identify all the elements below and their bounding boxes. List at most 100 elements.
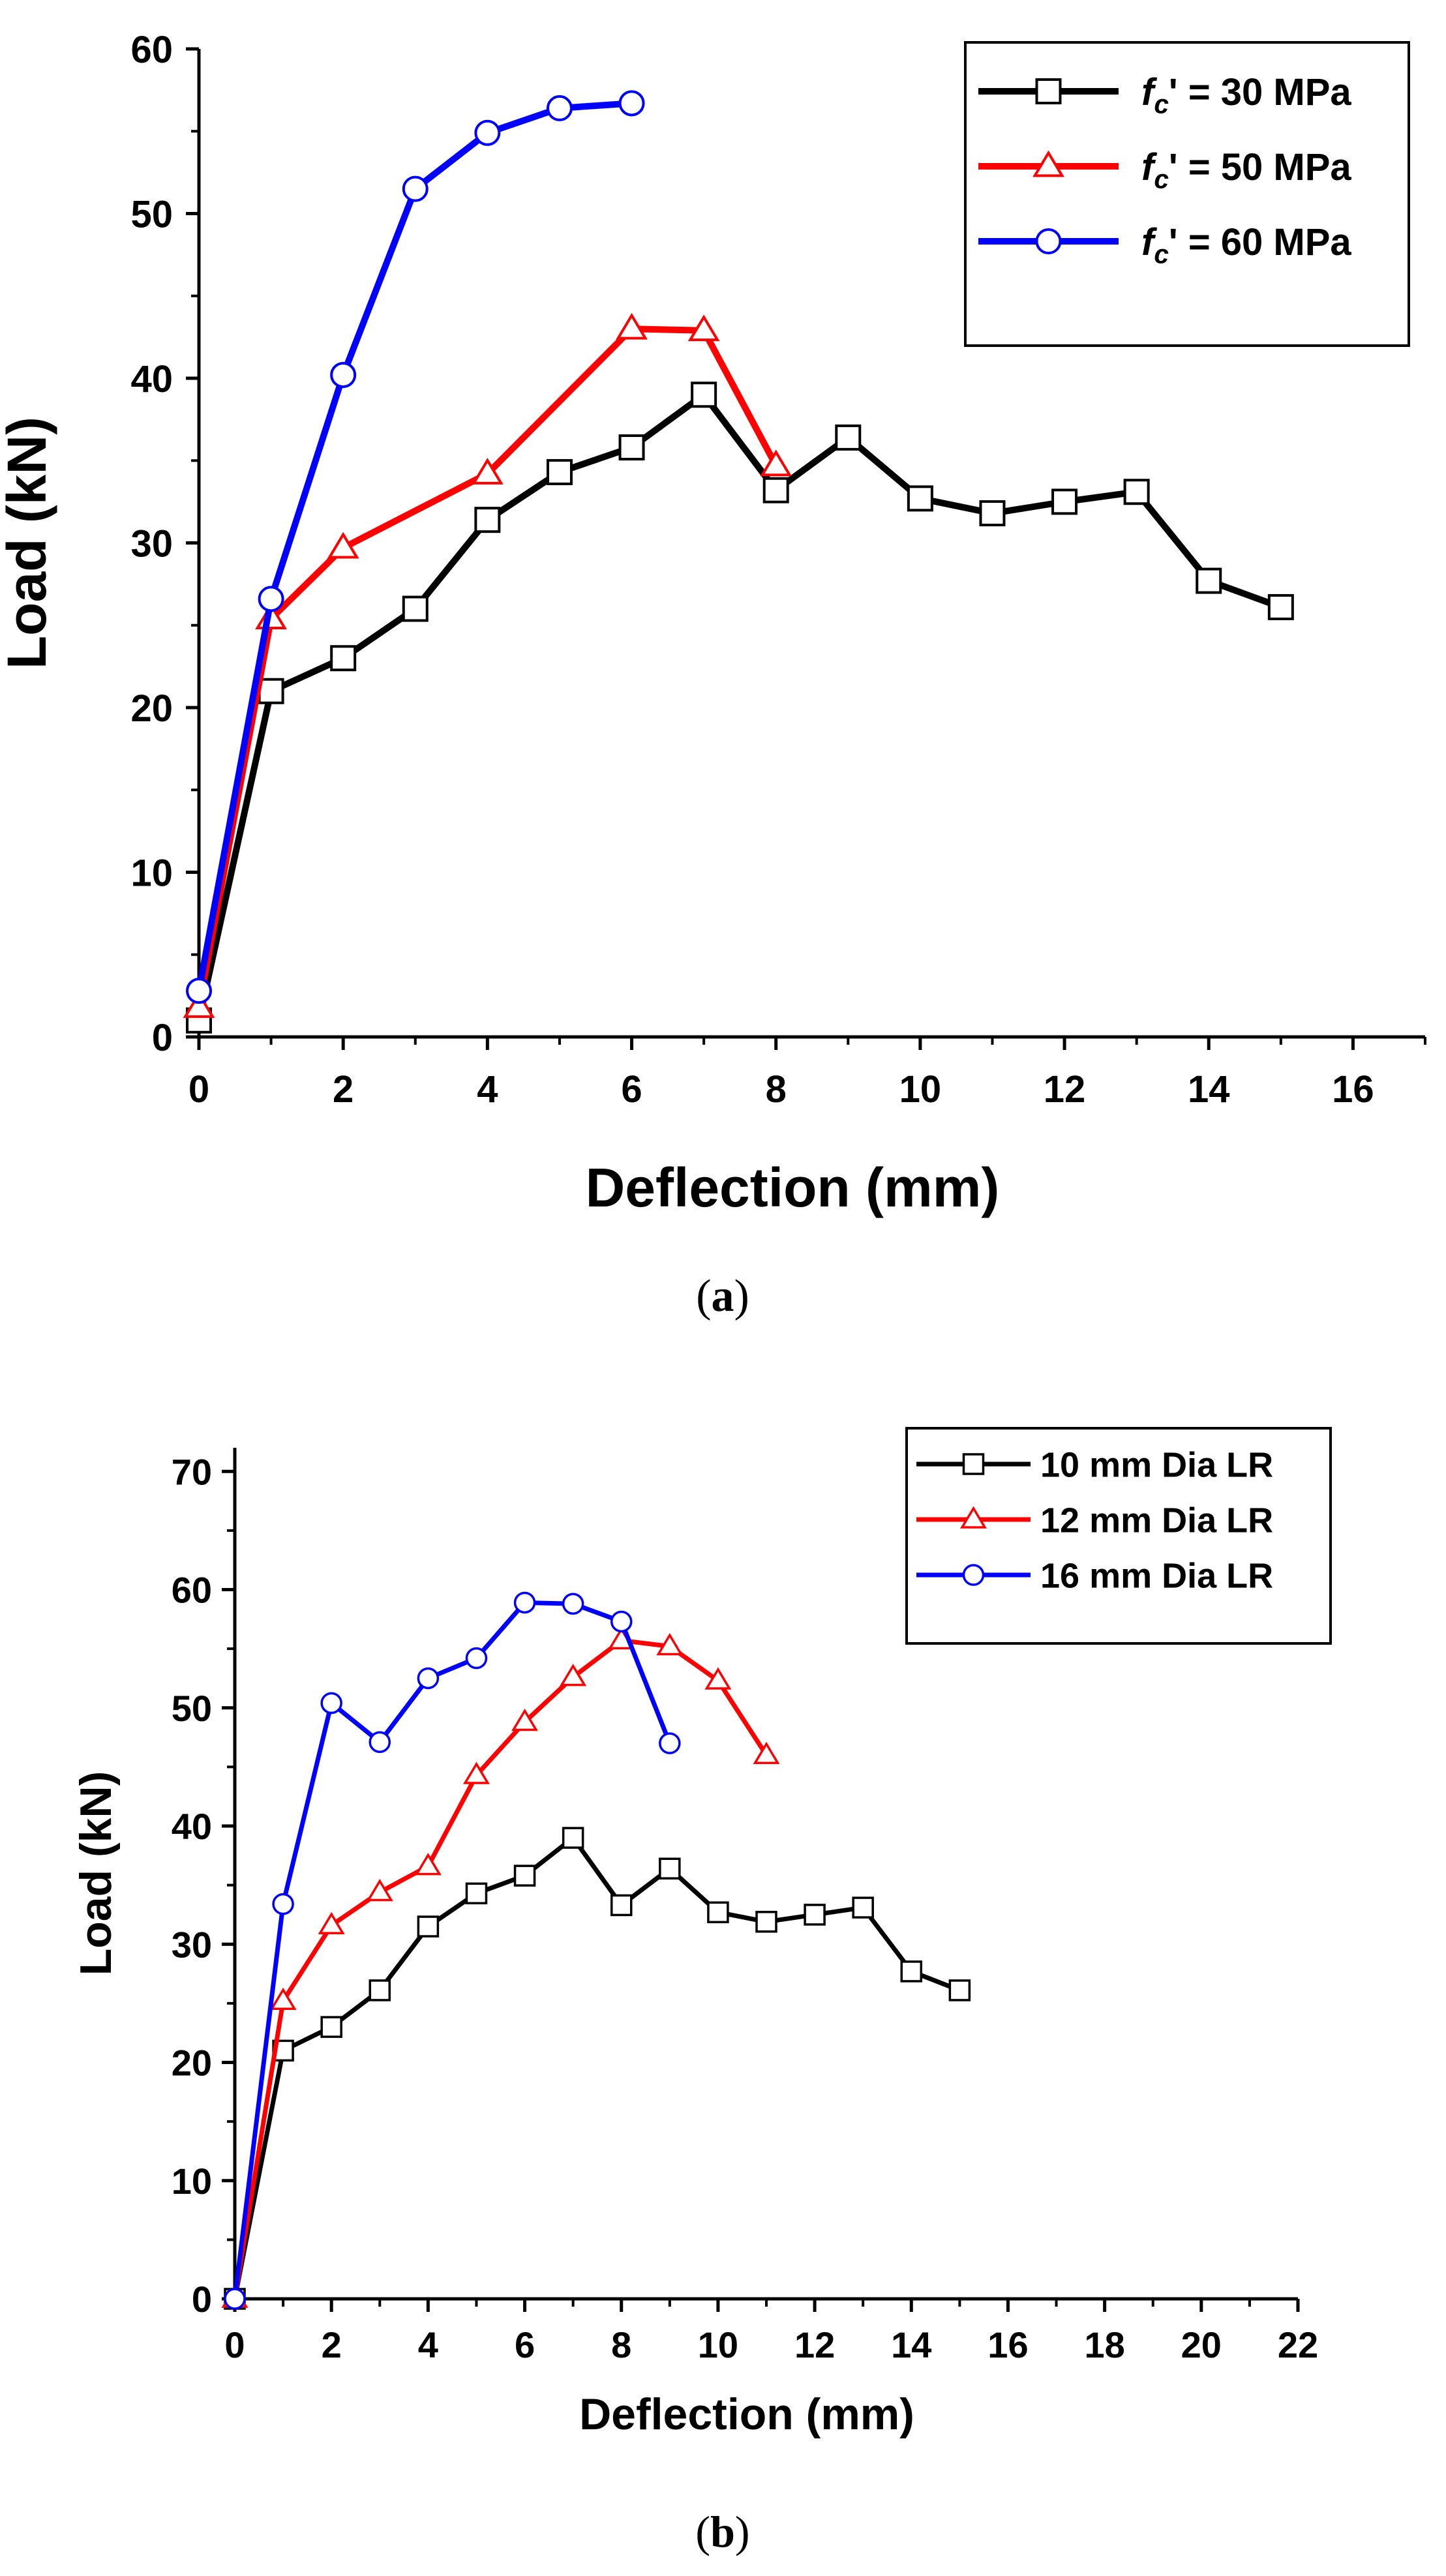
data-point xyxy=(258,678,284,704)
series-line xyxy=(232,1835,961,2299)
data-point xyxy=(1196,567,1222,594)
y-tick-label: 50 xyxy=(130,193,173,235)
data-point xyxy=(474,119,501,146)
legend-label: 12 mm Dia LR xyxy=(1040,1501,1273,1540)
data-point xyxy=(320,2016,342,2038)
data-point xyxy=(659,1857,681,1880)
data-point xyxy=(414,1853,442,1876)
x-tick-label: 6 xyxy=(515,2324,535,2365)
legend: 10 mm Dia LR 12 mm Dia LR 16 mm Dia LR xyxy=(905,1427,1332,1645)
data-point xyxy=(546,458,573,485)
chart-b: 0 2 4 6 8 10 12 14 16 18 20 22 0 10 20 30 40 50 60 70 Deflec… xyxy=(71,1427,1332,2556)
series-line xyxy=(196,391,1282,1021)
data-point xyxy=(186,978,212,1004)
data-point xyxy=(369,1731,391,1754)
data-point xyxy=(560,1664,587,1686)
legend-swatch-marker xyxy=(1035,78,1062,104)
legend-label: 10 mm Dia LR xyxy=(1040,1445,1273,1484)
y-tick-label: 10 xyxy=(172,2161,212,2202)
legend-swatch-marker xyxy=(962,1564,985,1586)
data-point xyxy=(224,2288,246,2310)
y-tick-label: 20 xyxy=(130,687,173,730)
data-point xyxy=(656,1632,684,1656)
series-1 xyxy=(224,1827,971,2310)
chart-a: 0 2 4 6 8 10 12 14 16 0 10 20 30 40 50 60 Deflection (mm… xyxy=(0,29,1426,1321)
data-point xyxy=(330,645,357,672)
x-tick-label: 6 xyxy=(621,1068,642,1111)
legend-label: fc' = 50 MPa xyxy=(1141,146,1351,194)
x-tick-label: 4 xyxy=(477,1068,498,1111)
x-tick-label: 8 xyxy=(766,1068,787,1111)
data-point xyxy=(659,1732,681,1754)
legend-swatch-marker xyxy=(1035,228,1062,254)
data-point xyxy=(1123,479,1150,505)
y-tick-label: 50 xyxy=(172,1688,212,1729)
data-point xyxy=(762,477,789,503)
series-3 xyxy=(224,1591,681,2310)
x-tick-label: 4 xyxy=(418,2324,438,2365)
x-tick-label: 20 xyxy=(1181,2324,1222,2365)
data-point xyxy=(753,1741,780,1764)
y-tick-label: 40 xyxy=(130,358,173,400)
x-tick-label: 16 xyxy=(987,2324,1028,2365)
x-axis-title: Deflection (mm) xyxy=(579,2389,914,2439)
data-point xyxy=(417,1667,440,1690)
x-tick-label: 0 xyxy=(224,2324,245,2365)
x-tick-label: 2 xyxy=(333,1068,354,1111)
series-2 xyxy=(221,1626,780,2308)
data-point xyxy=(618,434,645,461)
data-point xyxy=(907,485,933,512)
data-point xyxy=(760,449,792,477)
data-point xyxy=(183,991,215,1018)
legend-swatch-marker xyxy=(1032,150,1064,177)
x-tick-label: 14 xyxy=(891,2324,931,2365)
data-point xyxy=(511,1708,539,1731)
data-point xyxy=(402,595,429,622)
legend-label: fc' = 30 MPa xyxy=(1141,71,1351,119)
y-tick-label: 30 xyxy=(172,1924,212,1965)
data-point xyxy=(1051,488,1078,515)
y-tick-label: 10 xyxy=(130,852,173,894)
x-tick-label: 16 xyxy=(1332,1068,1374,1111)
x-tick-label: 2 xyxy=(322,2324,342,2365)
data-point xyxy=(687,314,720,342)
legend-label: 16 mm Dia LR xyxy=(1040,1556,1273,1595)
data-point xyxy=(755,1911,777,1933)
data-point xyxy=(618,90,645,117)
data-point xyxy=(835,424,862,451)
x-tick-label: 18 xyxy=(1084,2324,1124,2365)
data-point xyxy=(258,586,284,612)
x-axis-title: Deflection (mm) xyxy=(586,1157,1000,1218)
data-point xyxy=(474,507,501,533)
series-line xyxy=(196,100,632,992)
data-point xyxy=(562,1593,584,1615)
data-point xyxy=(804,1904,826,1926)
y-tick-label: 60 xyxy=(130,29,173,71)
y-tick-label: 40 xyxy=(172,1806,212,1847)
data-point xyxy=(366,1878,393,1902)
x-tick-label: 22 xyxy=(1278,2324,1318,2365)
y-tick-label: 70 xyxy=(172,1451,212,1492)
data-point xyxy=(900,1960,923,1983)
data-point xyxy=(330,361,357,388)
series-line xyxy=(196,325,779,1008)
data-point xyxy=(704,1667,732,1690)
series-3 xyxy=(186,90,645,1004)
data-point xyxy=(852,1896,874,1919)
data-point xyxy=(269,1987,297,2010)
legend: fc' = 30 MPa fc' = 50 MPa fc' = 60 MPa xyxy=(964,41,1410,347)
series-line xyxy=(232,1600,672,2299)
series-line xyxy=(232,1638,768,2299)
series-2 xyxy=(183,312,792,1018)
data-point xyxy=(610,1610,633,1633)
data-point xyxy=(707,1901,729,1924)
data-point xyxy=(318,1911,345,1934)
y-axis-title: Load (kN) xyxy=(0,417,57,669)
data-point xyxy=(465,1882,488,1905)
y-tick-label: 20 xyxy=(172,2043,212,2084)
data-point xyxy=(948,1979,971,2001)
data-point xyxy=(562,1827,584,1849)
data-point xyxy=(1267,593,1294,620)
y-tick-label: 0 xyxy=(192,2279,212,2320)
